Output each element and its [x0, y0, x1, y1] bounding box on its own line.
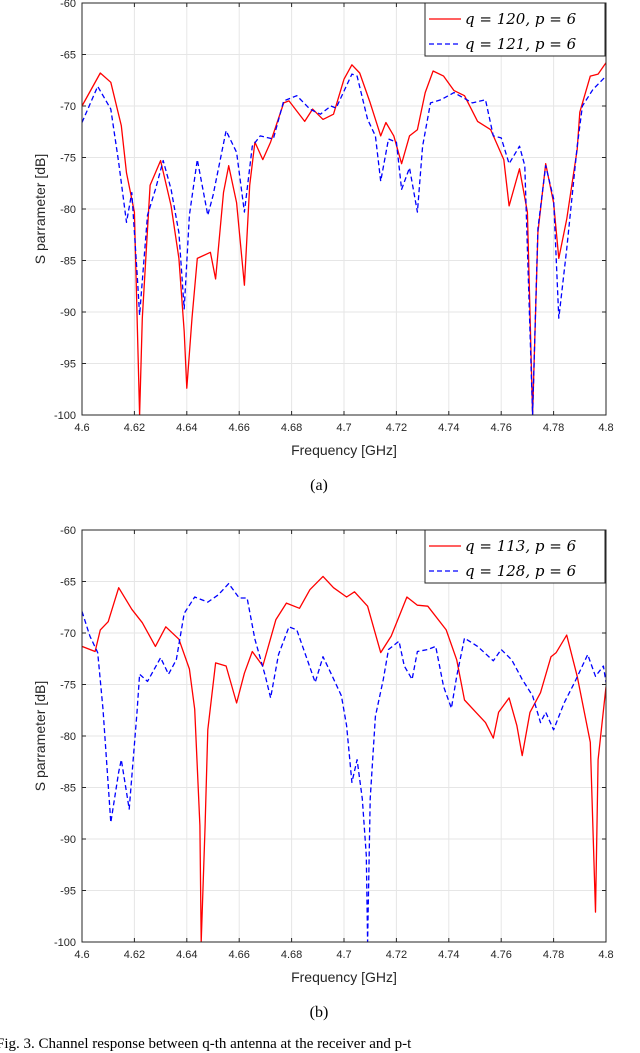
x-tick-label: 4.66 [228, 422, 249, 434]
legend-entry: q = 113, p = 6 [465, 537, 577, 555]
series-line-blue [82, 582, 606, 942]
y-tick-label: -60 [60, 525, 76, 537]
y-tick-label: -85 [60, 256, 76, 268]
x-tick-label: 4.66 [228, 949, 249, 961]
y-tick-label: -70 [60, 628, 76, 640]
y-tick-label: -95 [60, 359, 76, 371]
y-tick-label: -100 [54, 937, 76, 949]
figure-caption: Fig. 3. Channel response between q-th an… [0, 1036, 412, 1052]
x-tick-label: 4.72 [386, 422, 407, 434]
x-axis-label: Frequency [GHz] [291, 442, 397, 458]
series-line-blue [82, 73, 606, 415]
y-tick-label: -75 [60, 153, 76, 165]
x-tick-label: 4.62 [124, 422, 145, 434]
y-axis-label: S parrameter [dB] [32, 154, 48, 265]
subplot-a: 4.6 4.62 4.64 4.66 4.68 4.7 4.72 4.74 4.76 4.78 4.… [32, 0, 614, 494]
axes-box [81, 529, 607, 943]
x-tick-label: 4.76 [490, 422, 511, 434]
legend-entry: q = 121, p = 6 [465, 35, 577, 53]
y-tick-label: -65 [60, 577, 76, 589]
x-tick-label: 4.78 [543, 422, 564, 434]
legend-box [424, 2, 606, 57]
y-tick-label: -90 [60, 834, 76, 846]
y-tick-label: -90 [60, 307, 76, 319]
x-axis-label: Frequency [GHz] [291, 969, 397, 985]
x-tick-label: 4.68 [281, 422, 302, 434]
legend-entry: q = 120, p = 6 [465, 10, 577, 28]
x-tick-label: 4.62 [124, 949, 145, 961]
x-tick-label: 4.6 [74, 949, 89, 961]
y-tick-label: -60 [60, 0, 76, 10]
y-tick-label: -85 [60, 783, 76, 795]
y-tick-label: -70 [60, 101, 76, 113]
x-tick-label: 4.78 [543, 949, 564, 961]
series-line-red [82, 575, 606, 942]
x-tick-label: 4.8 [598, 422, 613, 434]
x-tick-label: 4.74 [438, 422, 459, 434]
x-tick-label: 4.7 [336, 949, 351, 961]
x-tick-label: 4.7 [336, 422, 351, 434]
y-tick-label: -80 [60, 731, 76, 743]
legend-entry: q = 128, p = 6 [465, 562, 577, 580]
y-tick-label: -65 [60, 50, 76, 62]
x-tick-label: 4.6 [74, 422, 89, 434]
subplot-b: 4.6 4.62 4.64 4.66 4.68 4.7 4.72 4.74 4.76 4.78 4.… [32, 525, 614, 1021]
axes-box [81, 2, 607, 416]
x-tick-label: 4.64 [176, 422, 197, 434]
x-tick-label: 4.8 [598, 949, 613, 961]
y-axis-label: S parrameter [dB] [32, 681, 48, 792]
x-tick-label: 4.72 [386, 949, 407, 961]
y-tick-label: -80 [60, 204, 76, 216]
y-tick-label: -75 [60, 680, 76, 692]
subplot-label: (b) [310, 1004, 329, 1021]
x-tick-label: 4.74 [438, 949, 459, 961]
legend-box [424, 529, 606, 584]
x-tick-label: 4.64 [176, 949, 197, 961]
subplot-label: (a) [310, 477, 328, 494]
y-tick-label: -95 [60, 886, 76, 898]
x-tick-label: 4.68 [281, 949, 302, 961]
x-tick-label: 4.76 [490, 949, 511, 961]
y-tick-label: -100 [54, 410, 76, 422]
